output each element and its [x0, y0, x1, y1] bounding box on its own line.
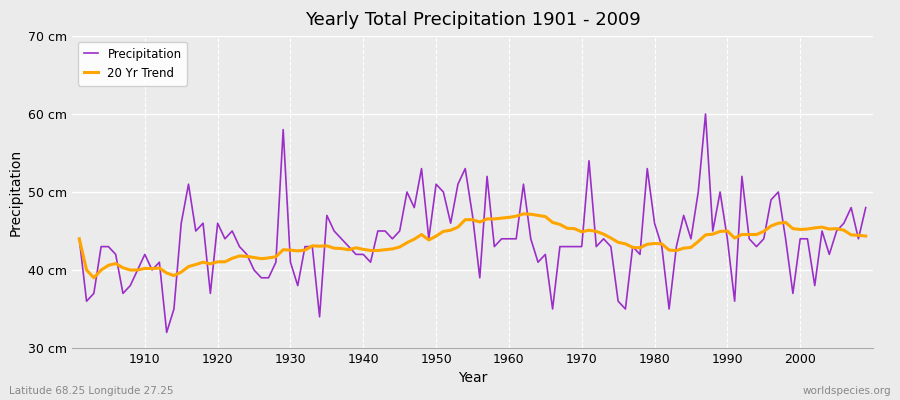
Precipitation	[503, 236, 514, 241]
Precipitation	[132, 268, 143, 272]
20 Yr Trend	[606, 236, 616, 240]
Text: Latitude 68.25 Longitude 27.25: Latitude 68.25 Longitude 27.25	[9, 386, 174, 396]
20 Yr Trend	[503, 215, 514, 220]
20 Yr Trend	[300, 248, 310, 252]
Line: Precipitation: Precipitation	[79, 114, 866, 332]
Precipitation	[700, 112, 711, 116]
Precipitation	[300, 244, 310, 249]
Title: Yearly Total Precipitation 1901 - 2009: Yearly Total Precipitation 1901 - 2009	[304, 11, 641, 29]
Precipitation	[598, 236, 609, 241]
Legend: Precipitation, 20 Yr Trend: Precipitation, 20 Yr Trend	[78, 42, 187, 86]
20 Yr Trend	[518, 212, 529, 216]
Y-axis label: Precipitation: Precipitation	[8, 148, 22, 236]
20 Yr Trend	[140, 266, 150, 271]
Precipitation	[74, 236, 85, 241]
20 Yr Trend	[860, 234, 871, 238]
Line: 20 Yr Trend: 20 Yr Trend	[79, 214, 866, 278]
Precipitation	[511, 236, 522, 241]
Precipitation	[860, 205, 871, 210]
20 Yr Trend	[343, 247, 354, 252]
20 Yr Trend	[511, 214, 522, 218]
20 Yr Trend	[74, 236, 85, 241]
Precipitation	[161, 330, 172, 335]
Text: worldspecies.org: worldspecies.org	[803, 386, 891, 396]
Precipitation	[343, 244, 354, 249]
X-axis label: Year: Year	[458, 372, 487, 386]
20 Yr Trend	[88, 275, 99, 280]
